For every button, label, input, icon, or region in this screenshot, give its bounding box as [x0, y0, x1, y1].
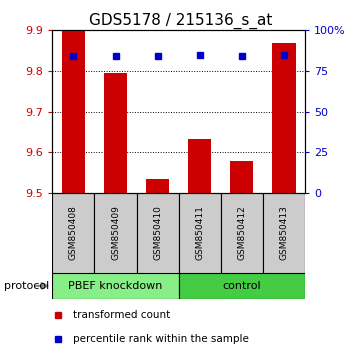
Bar — [230, 161, 253, 193]
Text: PBEF knockdown: PBEF knockdown — [68, 281, 163, 291]
Text: GDS5178 / 215136_s_at: GDS5178 / 215136_s_at — [89, 12, 272, 29]
Text: transformed count: transformed count — [73, 310, 170, 320]
Bar — [136, 193, 179, 273]
Bar — [188, 139, 211, 193]
Bar — [52, 193, 95, 273]
Text: GSM850408: GSM850408 — [69, 205, 78, 260]
Bar — [273, 43, 296, 193]
Text: GSM850411: GSM850411 — [195, 205, 204, 260]
Text: GSM850410: GSM850410 — [153, 205, 162, 260]
Bar — [221, 193, 263, 273]
Bar — [146, 179, 169, 193]
Bar — [104, 73, 127, 193]
Text: GSM850413: GSM850413 — [279, 205, 288, 260]
Bar — [263, 193, 305, 273]
Text: control: control — [223, 281, 261, 291]
Bar — [62, 30, 85, 193]
Text: percentile rank within the sample: percentile rank within the sample — [73, 335, 248, 344]
Bar — [95, 193, 136, 273]
Bar — [179, 193, 221, 273]
Bar — [179, 273, 305, 299]
Text: protocol: protocol — [4, 281, 49, 291]
Bar — [52, 273, 179, 299]
Text: GSM850412: GSM850412 — [238, 205, 246, 260]
Text: GSM850409: GSM850409 — [111, 205, 120, 260]
